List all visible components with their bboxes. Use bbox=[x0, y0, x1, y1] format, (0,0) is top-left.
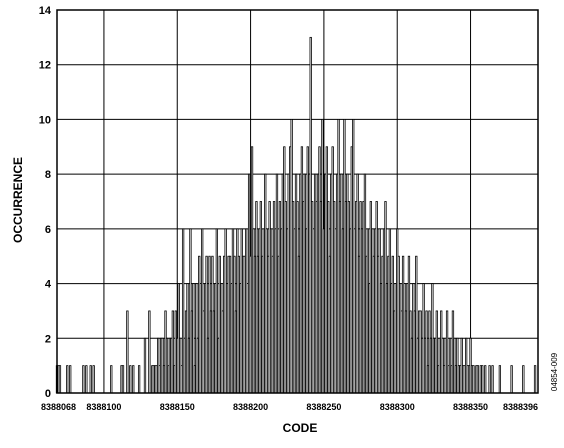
x-tick-label: 8388150 bbox=[160, 402, 195, 412]
bar bbox=[66, 365, 69, 394]
bar bbox=[481, 365, 484, 394]
x-tick-label: 8388200 bbox=[233, 402, 268, 412]
y-tick-label: 8 bbox=[45, 169, 51, 181]
bar bbox=[110, 365, 113, 394]
y-tick-label: 0 bbox=[45, 388, 51, 400]
x-tick-label: 8388068 bbox=[41, 402, 76, 412]
bar bbox=[472, 365, 475, 394]
bar bbox=[132, 365, 135, 394]
bar bbox=[488, 365, 491, 394]
x-tick-label: 8388100 bbox=[86, 402, 121, 412]
bar bbox=[533, 365, 537, 394]
x-axis-label: CODE bbox=[283, 421, 318, 435]
y-tick-label: 12 bbox=[39, 60, 51, 72]
bar bbox=[121, 365, 125, 394]
bar bbox=[126, 310, 129, 394]
bar bbox=[92, 365, 95, 394]
bar bbox=[85, 365, 88, 394]
bar bbox=[148, 310, 151, 394]
bar bbox=[143, 337, 147, 394]
x-tick-label: 8388350 bbox=[453, 402, 488, 412]
figure-id: 04854-009 bbox=[550, 352, 559, 391]
y-tick-label: 10 bbox=[39, 114, 51, 126]
bar bbox=[476, 365, 480, 394]
y-tick-label: 4 bbox=[45, 279, 52, 291]
x-tick-label: 8388300 bbox=[380, 402, 415, 412]
bar bbox=[498, 365, 502, 394]
x-tick-label: 8388250 bbox=[306, 402, 341, 412]
y-tick-label: 14 bbox=[39, 5, 52, 17]
bar bbox=[137, 365, 141, 394]
bar bbox=[491, 365, 494, 394]
bar bbox=[484, 365, 487, 394]
bar bbox=[129, 365, 132, 394]
y-tick-label: 6 bbox=[45, 224, 51, 236]
x-tick-label: 8388396 bbox=[503, 402, 538, 412]
bar bbox=[522, 365, 525, 394]
bar bbox=[82, 365, 85, 394]
y-tick-label: 2 bbox=[45, 333, 51, 345]
plot-frame bbox=[56, 9, 539, 394]
bar bbox=[89, 365, 92, 394]
y-axis-label: OCCURRENCE bbox=[11, 157, 25, 243]
bar bbox=[69, 365, 72, 394]
bar bbox=[510, 365, 513, 394]
bar bbox=[58, 365, 62, 394]
